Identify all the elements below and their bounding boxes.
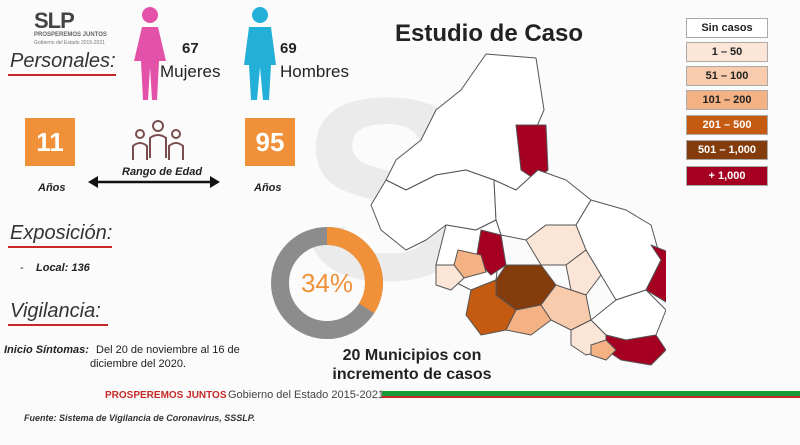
range-arrow-icon xyxy=(88,176,220,188)
municipios-line2: incremento de casos xyxy=(332,366,492,383)
divider xyxy=(8,246,112,248)
page-title: Estudio de Caso xyxy=(395,20,584,47)
age-unit-left: Años xyxy=(38,182,66,194)
donut-chart: 34% xyxy=(271,227,383,339)
symptoms-block: Inicio Síntomas: Del 20 de noviembre al … xyxy=(4,342,304,358)
logo-line2: Gobierno del Estado 2015-2021 xyxy=(34,40,105,46)
municipios-line1: 20 Municipios con xyxy=(342,347,482,364)
footer-gov: Gobierno del Estado 2015-2021 xyxy=(228,389,384,401)
male-icon xyxy=(244,7,276,100)
footer-red-bar xyxy=(382,396,800,398)
donut-percent-label: 34% xyxy=(301,268,353,298)
legend-item-501-1000: 501 – 1,000 xyxy=(686,140,768,160)
bullet: - xyxy=(20,262,24,274)
symptoms-label: Inicio Síntomas: xyxy=(4,344,89,356)
logo-line1: PROSPEREMOS JUNTOS xyxy=(34,32,107,38)
men-count: 69 xyxy=(280,40,297,57)
men-label: Hombres xyxy=(280,62,349,81)
state-map xyxy=(370,53,666,366)
divider xyxy=(8,74,116,76)
age-range-label: Rango de Edad xyxy=(122,166,203,178)
age-unit-right: Años xyxy=(254,182,282,194)
section-vigilancia: Vigilancia: xyxy=(10,300,101,322)
legend-item-51-100: 51 – 100 xyxy=(686,66,768,86)
donut-fill xyxy=(271,227,383,339)
legend-item-1-50: 1 – 50 xyxy=(686,42,768,62)
section-exposicion: Exposición: xyxy=(10,222,113,244)
legend-item-201-500: 201 – 500 xyxy=(686,115,768,135)
source-note: Fuente: Sistema de Vigilancia de Coronav… xyxy=(24,413,256,423)
legend-item-1000-plus: + 1,000 xyxy=(686,166,768,186)
age-max-box: 95 xyxy=(245,118,295,166)
footer-green-bar xyxy=(382,391,800,396)
women-count: 67 xyxy=(182,40,199,57)
symptoms-text-2: diciembre del 2020. xyxy=(90,358,187,370)
footer-brand: PROSPEREMOS JUNTOS xyxy=(105,390,227,401)
exposure-local: Local: 136 xyxy=(36,262,90,274)
divider xyxy=(8,324,108,326)
people-group-icon xyxy=(132,120,184,160)
female-icon xyxy=(134,7,166,100)
symptoms-text-1: Del 20 de noviembre al 16 de xyxy=(96,344,240,356)
legend-item-sin-casos: Sin casos xyxy=(686,18,768,38)
age-min-box: 11 xyxy=(25,118,75,166)
section-personales: Personales: xyxy=(10,50,116,72)
legend-item-101-200: 101 – 200 xyxy=(686,90,768,110)
women-label: Mujeres xyxy=(160,62,221,81)
logo-mark: SLP xyxy=(34,8,75,33)
